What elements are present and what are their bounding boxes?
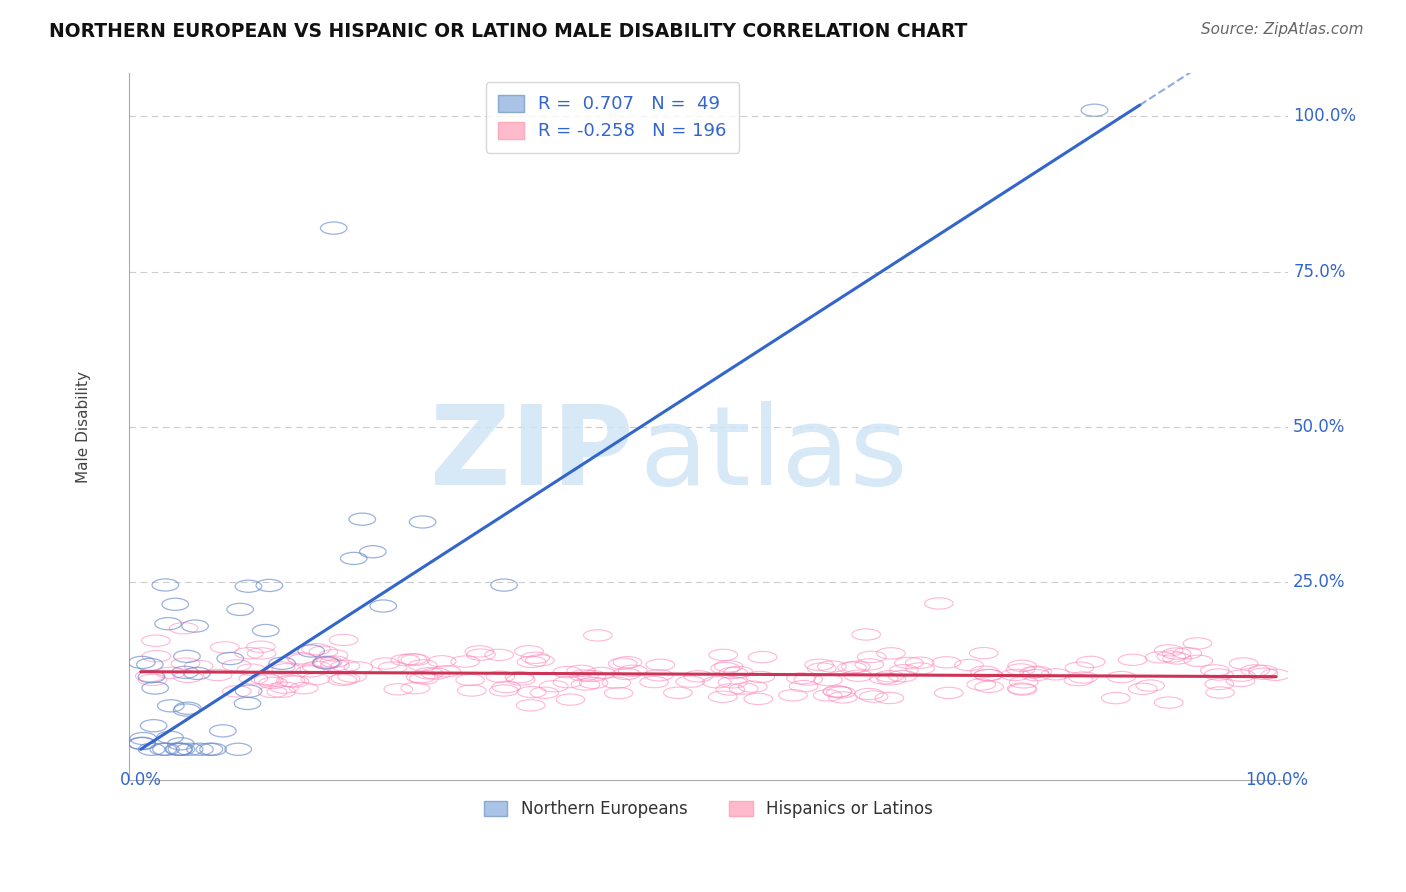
Text: 0.0%: 0.0%: [120, 771, 162, 789]
Text: NORTHERN EUROPEAN VS HISPANIC OR LATINO MALE DISABILITY CORRELATION CHART: NORTHERN EUROPEAN VS HISPANIC OR LATINO …: [49, 22, 967, 41]
Text: Source: ZipAtlas.com: Source: ZipAtlas.com: [1201, 22, 1364, 37]
Text: 100.0%: 100.0%: [1294, 107, 1357, 126]
Text: Male Disability: Male Disability: [76, 371, 90, 483]
Text: ZIP: ZIP: [430, 401, 633, 508]
Text: 100.0%: 100.0%: [1244, 771, 1308, 789]
Legend: Northern Europeans, Hispanics or Latinos: Northern Europeans, Hispanics or Latinos: [478, 794, 939, 825]
Text: 50.0%: 50.0%: [1294, 417, 1346, 435]
Text: 25.0%: 25.0%: [1294, 573, 1346, 591]
Text: 75.0%: 75.0%: [1294, 262, 1346, 280]
Text: atlas: atlas: [638, 401, 907, 508]
